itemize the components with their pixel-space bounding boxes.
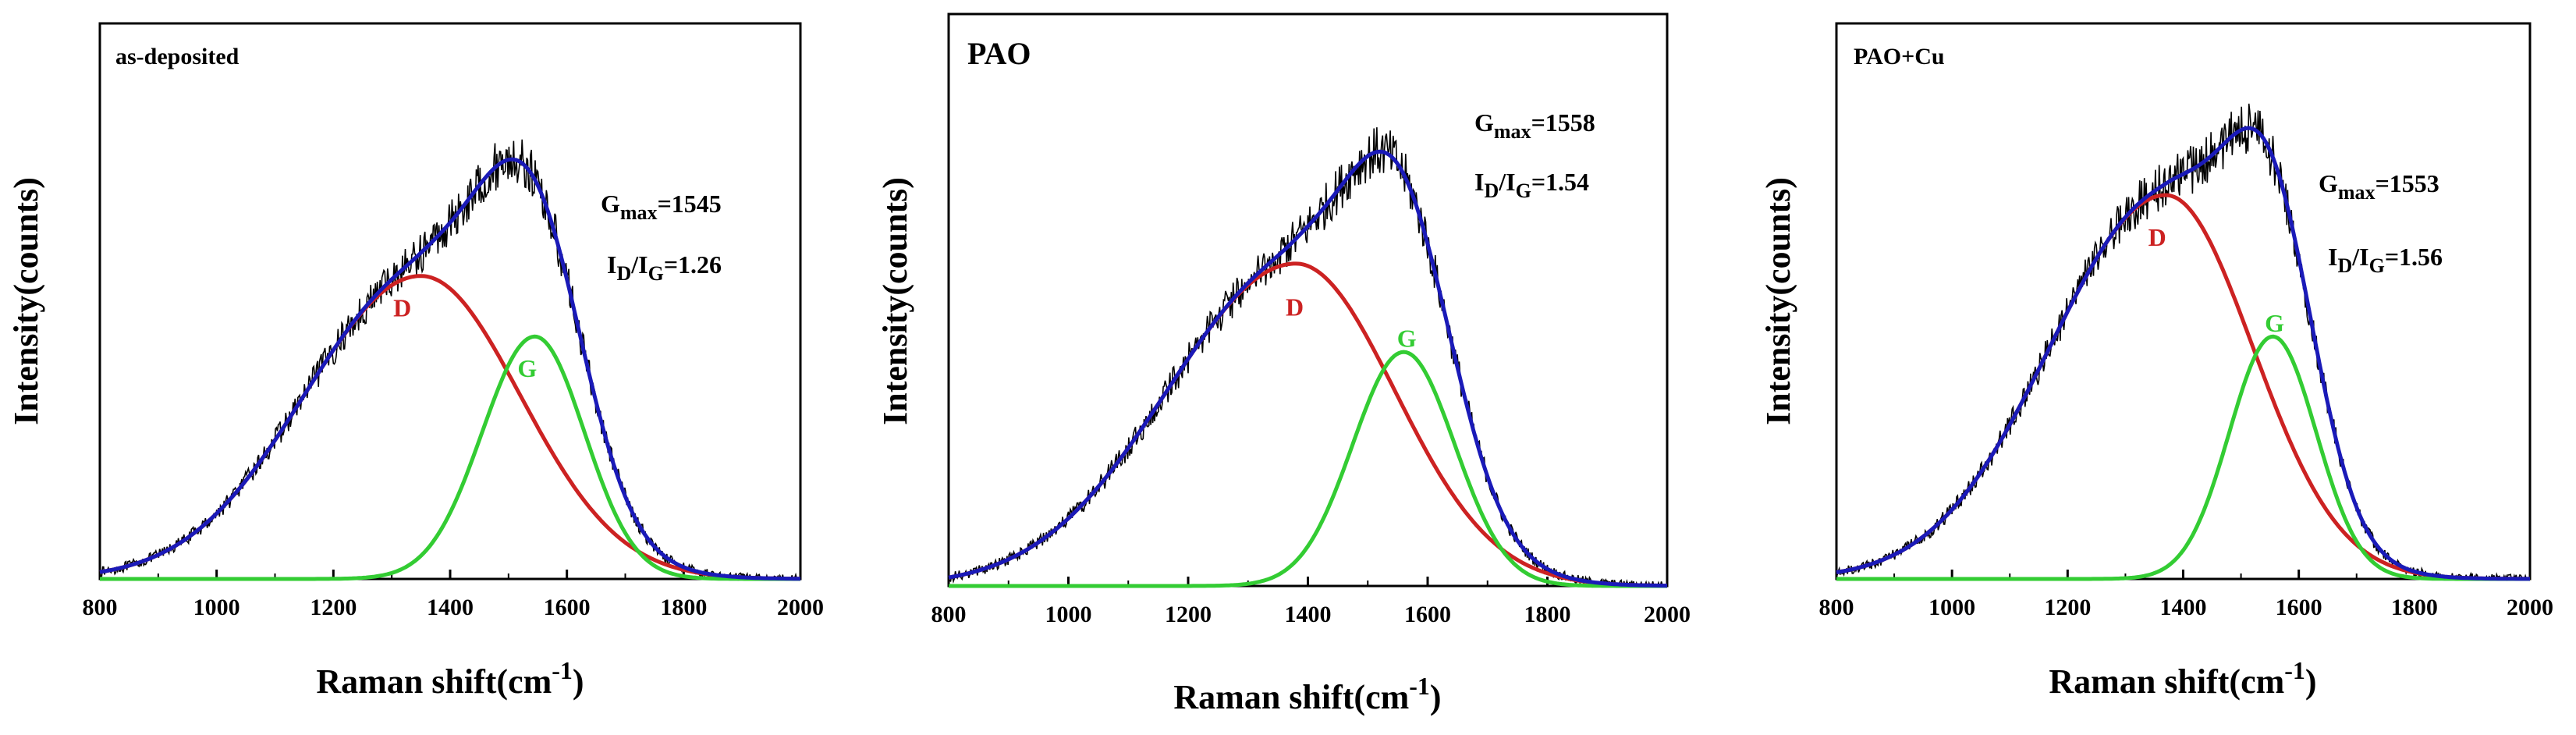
id-ig-annotation: ID/IG=1.56: [2328, 243, 2443, 277]
series-d-curve: [948, 261, 1667, 588]
ratio-value: =1.54: [1531, 168, 1589, 196]
peak-label-g: G: [1397, 324, 1417, 352]
series-fit-curve: [99, 157, 800, 581]
series-g-curve: [949, 350, 1667, 588]
gmax-sub: max: [620, 201, 658, 224]
xlabel-sup: -1: [1409, 672, 1430, 700]
series-fit-curve: [948, 149, 1667, 588]
gmax-value: =1545: [658, 190, 722, 218]
ratio-value: =1.26: [664, 250, 722, 279]
ratio-sub-d: D: [616, 262, 631, 285]
plot-frame: [947, 12, 1669, 588]
peak-label-g: G: [2265, 309, 2284, 337]
series-raw-spectrum: [99, 139, 800, 581]
peak-label-d: D: [2148, 223, 2166, 251]
ratio-value: =1.56: [2385, 243, 2443, 271]
x-tick-label: 2000: [2507, 595, 2553, 620]
ratio-sub-g: G: [648, 262, 664, 285]
xlabel-close: ): [573, 662, 584, 701]
x-tick-label: 800: [1819, 595, 1854, 620]
ratio-i1: I: [2328, 243, 2337, 271]
gmax-g: G: [2319, 169, 2338, 197]
x-tick-label: 1400: [427, 595, 474, 620]
x-tick-label: 1600: [1404, 602, 1451, 627]
ratio-slash: /I: [1498, 168, 1515, 196]
series-d-curve: [99, 274, 800, 581]
panel-title: PAO: [967, 36, 1031, 71]
id-ig-annotation: ID/IG=1.54: [1474, 168, 1589, 202]
ratio-sub-d: D: [2337, 254, 2352, 277]
peak-label-d: D: [1286, 293, 1304, 321]
gmax-value: =1558: [1531, 108, 1595, 137]
plot-frame: [1835, 22, 2532, 581]
xlabel-sup: -1: [552, 656, 573, 684]
gmax-annotation: Gmax=1553: [2319, 169, 2439, 204]
ratio-slash: /I: [2351, 243, 2368, 271]
x-tick-label: 1800: [660, 595, 707, 620]
x-tick-label: 1600: [2276, 595, 2322, 620]
x-axis-ticks: 800 1000 1200 1400 1600 1800 2000: [1819, 570, 2553, 620]
x-axis-label: Raman shift(cm-1): [1173, 672, 1441, 716]
x-tick-label: 1000: [1928, 595, 1975, 620]
peak-label-g: G: [517, 354, 537, 382]
gmax-g: G: [1474, 108, 1494, 137]
panel-pao: 800 1000 1200 1400 1600 1800 2000 DG PAO Gmax=…: [876, 12, 1691, 716]
x-tick-label: 1000: [193, 595, 240, 620]
gmax-sub: max: [1494, 120, 1531, 143]
x-tick-label: 1800: [1524, 602, 1571, 627]
x-tick-label: 1400: [2160, 595, 2207, 620]
xlabel-close: ): [1430, 678, 1442, 716]
x-tick-label: 800: [931, 602, 967, 627]
panel-as-deposited: 800 1000 1200 1400 1600 1800 2000 DG as-deposi…: [7, 22, 824, 701]
xlabel-close: ): [2305, 662, 2317, 701]
curves: DG: [99, 139, 800, 581]
ratio-slash: /I: [630, 250, 648, 279]
series-g-curve: [1836, 334, 2530, 581]
peak-label-d: D: [393, 293, 411, 321]
xlabel-main: Raman shift(cm: [1173, 678, 1409, 716]
y-axis-label: Intensity(counts): [876, 177, 914, 425]
y-axis-label: Intensity(counts): [7, 177, 45, 425]
gmax-g: G: [601, 190, 620, 218]
x-tick-label: 1600: [544, 595, 591, 620]
x-axis-ticks: 800 1000 1200 1400 1600 1800 2000: [83, 570, 824, 620]
x-tick-label: 1200: [2044, 595, 2091, 620]
panel-title: as-deposited: [115, 44, 240, 69]
gmax-annotation: Gmax=1558: [1474, 108, 1595, 143]
y-axis-label: Intensity(counts): [1759, 177, 1797, 425]
x-tick-label: 1400: [1285, 602, 1332, 627]
xlabel-sup: -1: [2284, 656, 2305, 684]
x-axis-label: Raman shift(cm-1): [2049, 656, 2316, 701]
x-tick-label: 2000: [1644, 602, 1691, 627]
x-tick-label: 1800: [2391, 595, 2438, 620]
x-tick-label: 2000: [777, 595, 824, 620]
series-fit-curve: [1836, 126, 2530, 581]
ratio-sub-d: D: [1484, 179, 1499, 202]
gmax-value: =1553: [2376, 169, 2439, 197]
xlabel-main: Raman shift(cm: [2049, 662, 2284, 701]
gmax-sub: max: [2338, 181, 2376, 204]
x-tick-label: 800: [83, 595, 118, 620]
id-ig-annotation: ID/IG=1.26: [607, 250, 722, 285]
xlabel-main: Raman shift(cm: [316, 662, 552, 701]
panel-pao-cu: 800 1000 1200 1400 1600 1800 2000 DG PAO+Cu Gm…: [1759, 22, 2553, 701]
panel-title: PAO+Cu: [1854, 44, 1945, 69]
series-g-curve: [100, 334, 800, 581]
ratio-sub-g: G: [1516, 179, 1531, 202]
x-tick-label: 1200: [1165, 602, 1212, 627]
curves: DG: [948, 127, 1667, 588]
x-axis-ticks: 800 1000 1200 1400 1600 1800 2000: [931, 577, 1691, 627]
x-axis-label: Raman shift(cm-1): [316, 656, 584, 701]
x-tick-label: 1200: [310, 595, 357, 620]
series-raw-spectrum: [948, 127, 1667, 588]
plot-frame: [98, 22, 802, 581]
x-tick-label: 1000: [1045, 602, 1092, 627]
ratio-i1: I: [607, 250, 616, 279]
ratio-i1: I: [1474, 168, 1484, 196]
curves: DG: [1836, 103, 2531, 581]
ratio-sub-g: G: [2369, 254, 2385, 277]
gmax-annotation: Gmax=1545: [601, 190, 722, 224]
